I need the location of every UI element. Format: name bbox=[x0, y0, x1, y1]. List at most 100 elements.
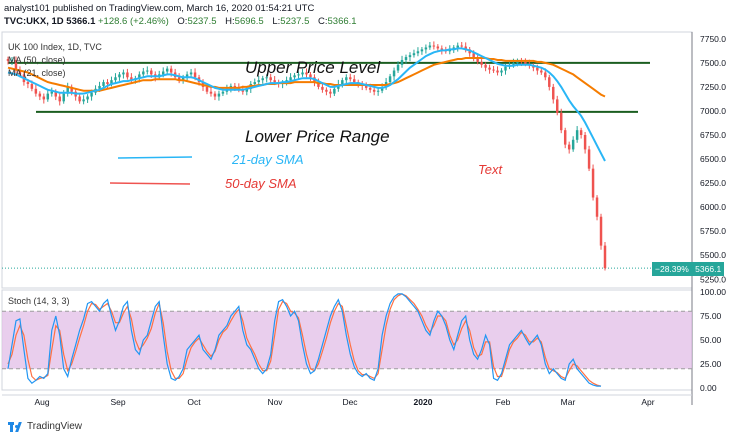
candle-body bbox=[301, 72, 304, 75]
price-tick-label: 5250.0 bbox=[700, 274, 726, 284]
candle-body bbox=[221, 91, 225, 94]
candle-body bbox=[70, 86, 73, 92]
price-tick-label: 6250.0 bbox=[700, 178, 726, 188]
candle-body bbox=[257, 80, 260, 83]
candle-body bbox=[492, 69, 495, 71]
price-tag-value: 5366.1 bbox=[695, 264, 722, 274]
sma21-label: 21-day SMA bbox=[232, 152, 304, 167]
candle-body bbox=[388, 76, 392, 83]
current-price-tag: −28.39% 5366.1 bbox=[652, 262, 725, 276]
high-label: H: bbox=[225, 16, 235, 27]
stoch-k-line bbox=[7, 293, 601, 387]
candle-body bbox=[544, 72, 547, 78]
candle-body bbox=[392, 70, 396, 77]
candle-body bbox=[142, 71, 145, 75]
low-value: 5237.5 bbox=[280, 16, 310, 27]
price-tick-label: 7250.0 bbox=[700, 82, 726, 92]
candle-body bbox=[38, 93, 42, 97]
candle-body bbox=[106, 82, 109, 85]
candle-body bbox=[114, 77, 117, 81]
candle-body bbox=[146, 70, 149, 72]
candle-body bbox=[209, 91, 213, 94]
price-tick-label: 7000.0 bbox=[700, 106, 726, 116]
symbol-legend: UK 100 Index, 1D, TVC bbox=[8, 42, 102, 52]
price-tick-label: 5750.0 bbox=[700, 226, 726, 236]
axis-tick-group: 7750.0 7500.0 7250.0 7000.0 6750.0 6500.0 6250… bbox=[34, 34, 726, 407]
candle-body bbox=[472, 53, 475, 58]
candle-body bbox=[404, 57, 408, 60]
candle-body bbox=[102, 82, 105, 86]
candle-body bbox=[372, 89, 376, 92]
lower-price-range-label: Lower Price Range bbox=[245, 127, 390, 146]
candle-body bbox=[110, 80, 113, 85]
candle-body bbox=[82, 99, 85, 102]
candle-body bbox=[599, 216, 603, 246]
symbol-ohlc-line: TVC:UKX, 1D 5366.1 +128.6 (+2.46%) O:523… bbox=[4, 16, 357, 27]
ma50-line bbox=[7, 57, 606, 98]
candle-body bbox=[456, 45, 459, 48]
candle-body bbox=[98, 85, 101, 89]
candle-body bbox=[575, 130, 579, 140]
candle-body bbox=[6, 59, 10, 61]
stoch-legend: Stoch (14, 3, 3) bbox=[8, 296, 70, 306]
stoch-d-line bbox=[7, 293, 602, 387]
time-tick-label: Apr bbox=[641, 397, 654, 407]
candle-body bbox=[408, 55, 412, 58]
candle-body bbox=[440, 48, 444, 51]
candle-body bbox=[253, 82, 256, 85]
candle-body bbox=[563, 130, 567, 145]
time-tick-label: Mar bbox=[561, 397, 576, 407]
candle-body bbox=[273, 80, 276, 83]
candle-body bbox=[181, 77, 185, 81]
candle-body bbox=[62, 93, 65, 102]
candle-body bbox=[193, 72, 197, 78]
stoch-line-group bbox=[7, 293, 602, 387]
candle-body bbox=[536, 67, 539, 71]
time-tick-label: Sep bbox=[110, 397, 125, 407]
stoch-tick-label: 0.00 bbox=[700, 383, 717, 393]
price-tag-pct: −28.39% bbox=[655, 264, 689, 274]
candle-body bbox=[245, 88, 249, 92]
tradingview-logo-icon bbox=[8, 421, 22, 432]
candle-body bbox=[603, 245, 607, 269]
time-tick-label: Dec bbox=[342, 397, 358, 407]
price-change: +128.6 (+2.46%) bbox=[98, 16, 169, 27]
time-tick-label: Feb bbox=[496, 397, 511, 407]
candle-body bbox=[556, 99, 559, 113]
candle-body bbox=[321, 86, 324, 90]
price-tick-label: 6500.0 bbox=[700, 154, 726, 164]
publish-info: analyst101 published on TradingView.com,… bbox=[4, 3, 315, 14]
candle-body bbox=[460, 45, 463, 47]
price-tick-label: 7500.0 bbox=[700, 58, 726, 68]
candle-body bbox=[579, 130, 583, 135]
candle-body bbox=[325, 89, 328, 92]
candle-body bbox=[559, 112, 563, 131]
candle-body bbox=[583, 134, 587, 150]
candle-body bbox=[345, 77, 348, 81]
candle-body bbox=[540, 70, 543, 73]
candle-body bbox=[496, 70, 499, 73]
sma21-annotation-line bbox=[117, 156, 193, 159]
close-value: 5366.1 bbox=[327, 16, 357, 27]
candle-body bbox=[349, 77, 352, 80]
close-label: C: bbox=[318, 16, 328, 27]
candle-body bbox=[122, 72, 125, 75]
candle-body bbox=[400, 59, 404, 65]
time-tick-label: Aug bbox=[34, 397, 49, 407]
ma21-legend: MA (21, close) bbox=[8, 68, 66, 78]
candle-body bbox=[476, 57, 479, 62]
candle-body bbox=[416, 51, 420, 54]
candle-body bbox=[118, 74, 121, 78]
sma50-label: 50-day SMA bbox=[225, 176, 297, 191]
tradingview-branding[interactable]: TradingView bbox=[8, 421, 82, 432]
candle-body bbox=[130, 77, 133, 81]
upper-price-level-label: Upper Price Level bbox=[245, 58, 381, 77]
candle-body bbox=[265, 77, 268, 79]
candle-body bbox=[420, 49, 424, 52]
candle-body bbox=[480, 61, 483, 65]
low-label: L: bbox=[272, 16, 281, 27]
candle-body bbox=[177, 77, 181, 81]
candle-body bbox=[504, 66, 507, 71]
tradingview-brand-text: TradingView bbox=[27, 421, 83, 432]
